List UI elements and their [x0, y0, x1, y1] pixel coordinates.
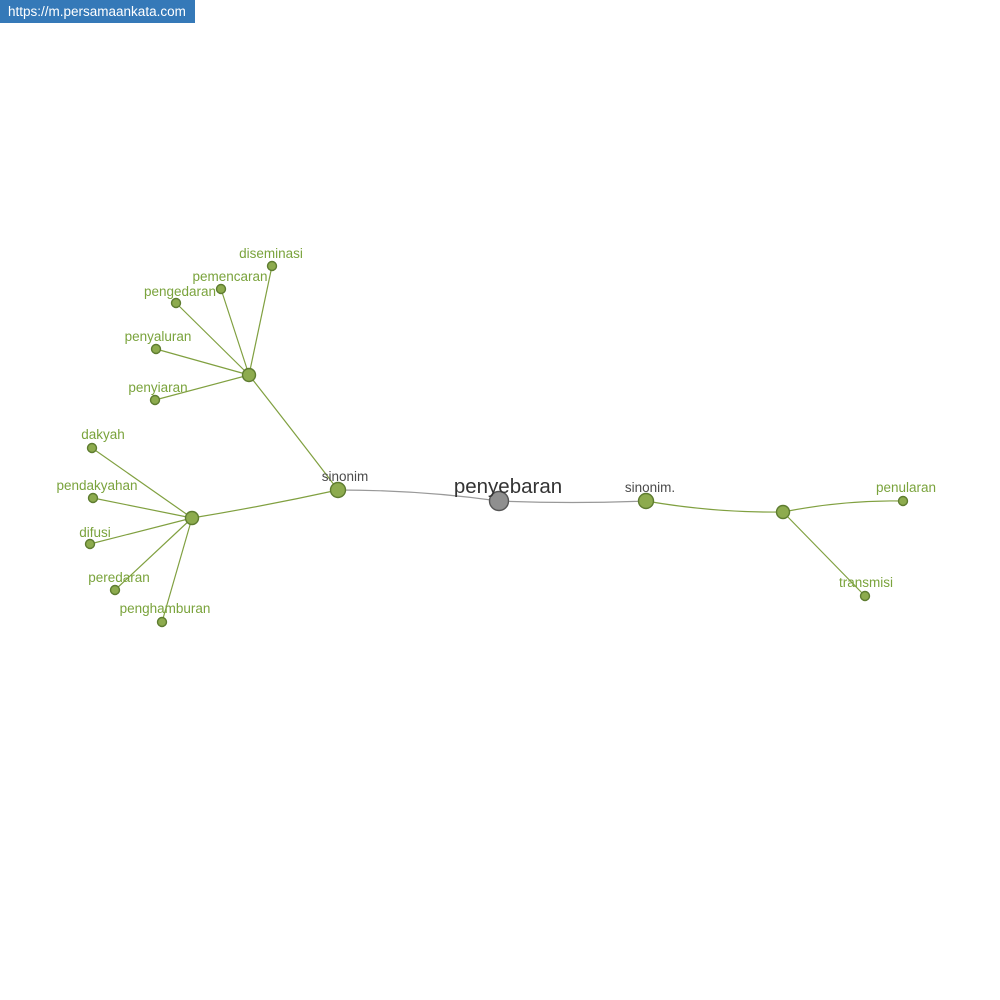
labels: penyebaran sinonim sinonim. diseminasi p… — [56, 246, 936, 616]
edge-group-lower-pendakyahan — [92, 497, 193, 519]
edge-group-lower-dakyah — [91, 447, 193, 519]
edge-penyebaran-sinonim-right — [498, 500, 647, 504]
label-pemencaran[interactable]: pemencaran — [192, 269, 267, 284]
label-pengedaran[interactable]: pengedaran — [144, 284, 216, 299]
label-penyaluran[interactable]: penyaluran — [125, 329, 192, 344]
label-peredaran[interactable]: peredaran — [88, 570, 150, 585]
browser-url: https://m.persamaankata.com — [8, 4, 186, 19]
node-transmisi[interactable] — [859, 590, 871, 602]
node-dakyah[interactable] — [86, 442, 98, 454]
node-pengedaran[interactable] — [170, 297, 182, 309]
node-diseminasi[interactable] — [266, 260, 278, 272]
edge-group-upper-penyaluran — [155, 348, 250, 376]
edge-sinonim-left-penyebaran — [337, 489, 500, 502]
edges — [89, 265, 904, 623]
edge-group-lower-difusi — [89, 517, 193, 545]
node-group-left-lower[interactable] — [184, 510, 200, 526]
node-penyebaran[interactable] — [488, 490, 510, 512]
node-sinonim-right[interactable] — [637, 492, 655, 510]
browser-url-chip: https://m.persamaankata.com — [0, 0, 195, 23]
node-group-left-upper[interactable] — [241, 367, 257, 383]
edge-sinonim-right-group-right — [645, 500, 784, 513]
node-sinonim-left[interactable] — [329, 481, 347, 499]
edge-group-upper-pengedaran — [175, 302, 250, 376]
edge-group-upper-pemencaran — [220, 288, 250, 376]
edge-group-upper-penyiaran — [154, 374, 250, 401]
node-pendakyahan[interactable] — [87, 492, 99, 504]
node-penyiaran[interactable] — [149, 394, 161, 406]
label-penyiaran[interactable]: penyiaran — [128, 380, 187, 395]
label-pendakyahan[interactable]: pendakyahan — [56, 478, 137, 493]
node-penyaluran[interactable] — [150, 343, 162, 355]
label-diseminasi[interactable]: diseminasi — [239, 246, 303, 261]
node-difusi[interactable] — [84, 538, 96, 550]
label-sinonim-right: sinonim. — [625, 480, 675, 495]
nodes — [84, 260, 909, 628]
node-penularan[interactable] — [897, 495, 909, 507]
label-difusi[interactable]: difusi — [79, 525, 111, 540]
label-penyebaran: penyebaran — [454, 475, 562, 498]
edge-group-right-penularan — [782, 500, 904, 513]
label-penghamburan[interactable]: penghamburan — [120, 601, 211, 616]
edge-group-upper-diseminasi — [248, 265, 273, 376]
node-penghamburan[interactable] — [156, 616, 168, 628]
label-sinonim-left: sinonim — [322, 469, 369, 484]
label-dakyah[interactable]: dakyah — [81, 427, 125, 442]
node-group-right[interactable] — [775, 504, 791, 520]
edge-group-lower-penghamburan — [161, 517, 193, 623]
edge-group-lower-peredaran — [114, 517, 193, 591]
edge-sinonim-left-group-lower — [191, 489, 339, 519]
node-peredaran[interactable] — [109, 584, 121, 596]
edge-group-right-transmisi — [782, 511, 866, 597]
label-penularan[interactable]: penularan — [876, 480, 936, 495]
edge-sinonim-left-group-upper — [248, 374, 339, 491]
node-pemencaran[interactable] — [215, 283, 227, 295]
label-transmisi[interactable]: transmisi — [839, 575, 893, 590]
